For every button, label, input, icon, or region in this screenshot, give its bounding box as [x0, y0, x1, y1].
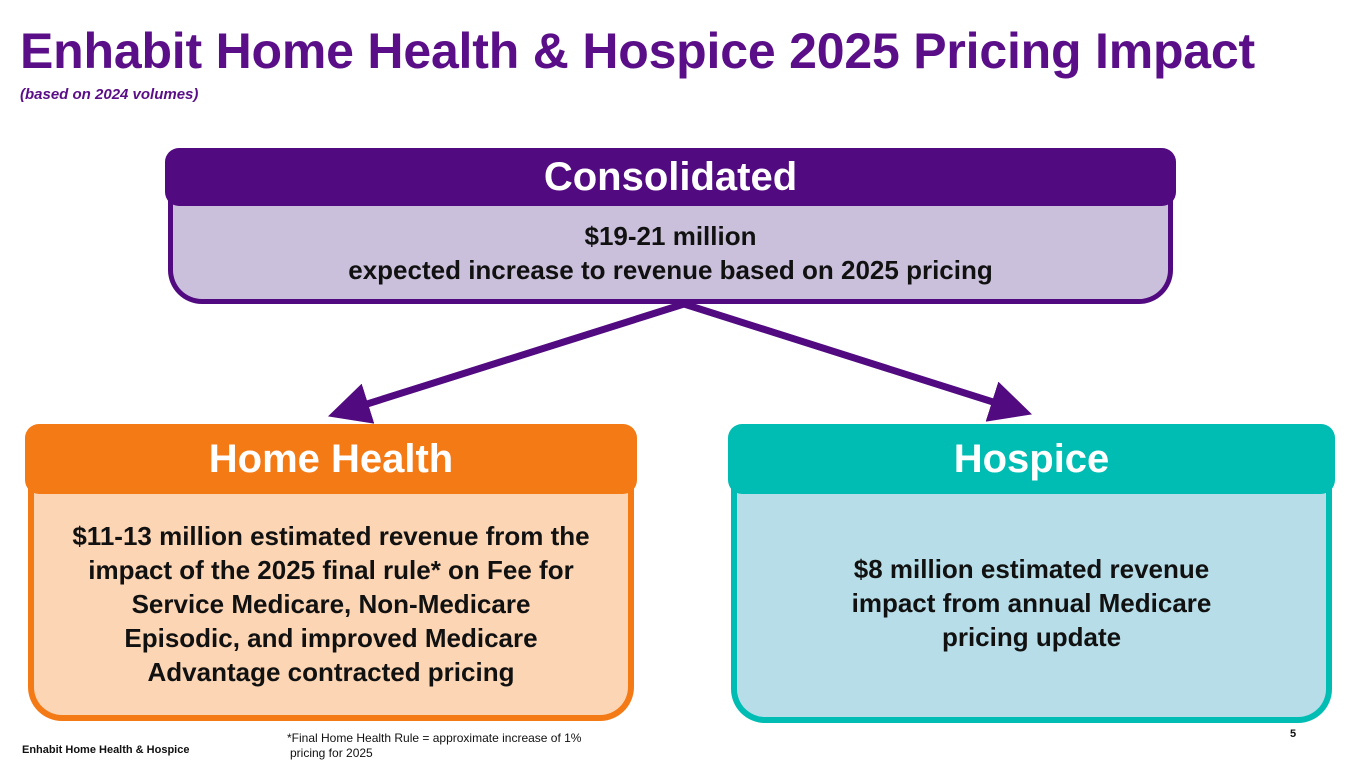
consolidated-body: $19-21 million expected increase to reve… — [168, 188, 1173, 304]
arrow-to-home-health — [327, 300, 686, 424]
home-health-body: $11-13 million estimated revenue from th… — [28, 476, 634, 721]
home-health-line: Advantage contracted pricing — [147, 656, 515, 687]
home-health-line: Service Medicare, Non-Medicare — [131, 588, 531, 619]
footer-company: Enhabit Home Health & Hospice — [22, 744, 190, 756]
home-health-card: $11-13 million estimated revenue from th… — [25, 424, 637, 721]
hospice-heading: Hospice — [728, 424, 1335, 494]
consolidated-description: expected increase to revenue based on 20… — [348, 254, 993, 285]
hospice-body: $8 million estimated revenue impact from… — [731, 476, 1332, 723]
arrow-to-hospice — [682, 300, 1033, 422]
footnote: *Final Home Health Rule = approximate in… — [287, 731, 627, 761]
footnote-line: *Final Home Health Rule = approximate in… — [287, 731, 582, 745]
hospice-line: impact from annual Medicare — [851, 587, 1212, 618]
page-subtitle: (based on 2024 volumes) — [20, 86, 199, 103]
consolidated-heading: Consolidated — [165, 148, 1176, 206]
page-title: Enhabit Home Health & Hospice 2025 Prici… — [20, 23, 1255, 79]
hospice-line: pricing update — [941, 621, 1122, 652]
home-health-line: $11-13 million estimated revenue from th… — [72, 520, 590, 551]
consolidated-card: $19-21 million expected increase to reve… — [165, 148, 1176, 304]
footnote-line: pricing for 2025 — [290, 746, 373, 760]
home-health-line: impact of the 2025 final rule* on Fee fo… — [88, 554, 574, 585]
consolidated-amount: $19-21 million — [584, 220, 757, 251]
hospice-card: $8 million estimated revenue impact from… — [728, 424, 1335, 723]
page-number: 5 — [1290, 728, 1297, 740]
home-health-line: Episodic, and improved Medicare — [124, 622, 538, 653]
home-health-heading: Home Health — [25, 424, 637, 494]
hospice-line: $8 million estimated revenue — [853, 553, 1210, 584]
